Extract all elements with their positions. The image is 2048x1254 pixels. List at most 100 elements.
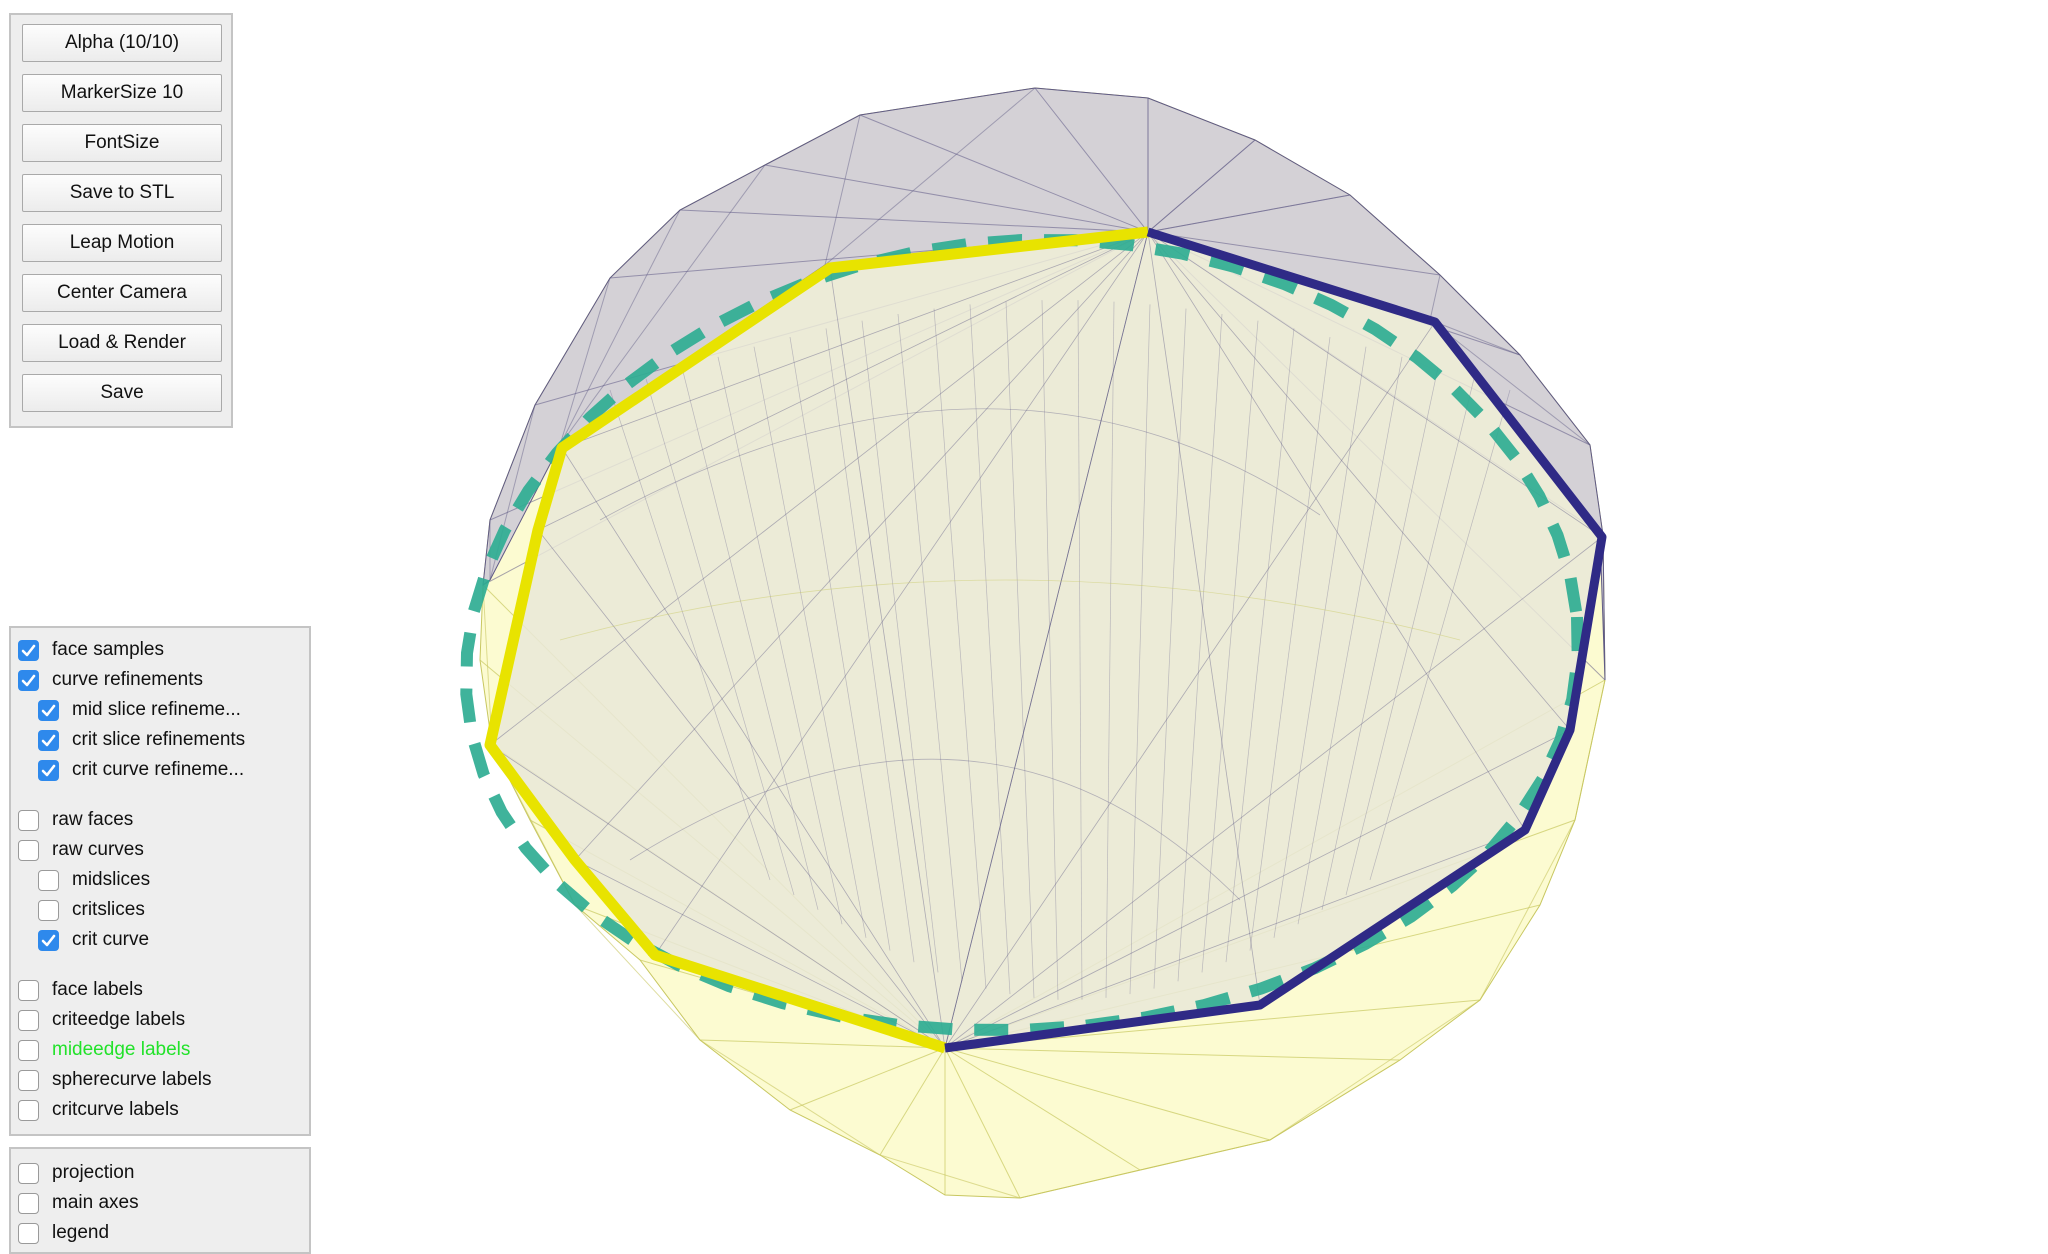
mesh-edge	[574, 231, 1149, 861]
mesh-edge	[825, 328, 915, 963]
critslices-option[interactable]: critslices	[38, 896, 145, 924]
midslices-option[interactable]: midslices	[38, 866, 150, 894]
mid-slice-refinements-option[interactable]: mid slice refineme...	[38, 696, 241, 724]
face-samples-checkbox[interactable]	[18, 639, 39, 661]
curves-layer	[460, 226, 1607, 1054]
save-stl-button[interactable]: Save to STL	[22, 174, 222, 212]
mesh-edge	[824, 87, 1036, 266]
projection-checkbox[interactable]	[18, 1162, 39, 1184]
center-camera-button[interactable]: Center Camera	[22, 274, 222, 312]
mesh-edge	[944, 1047, 1271, 1141]
mesh-edge	[1147, 139, 1256, 233]
mesh-edge	[489, 231, 1149, 746]
midslices-label: midslices	[72, 869, 151, 890]
mesh-edge	[489, 744, 946, 1049]
raw-curves-option[interactable]: raw curves	[18, 836, 144, 864]
mesh-edge	[559, 209, 681, 446]
projection-label: projection	[52, 1162, 135, 1183]
mesh-edge	[559, 164, 766, 446]
mesh-edge	[944, 231, 1149, 1049]
view-options-panel: projection main axes legend	[9, 1147, 311, 1254]
crit-curve-label: crit curve	[72, 929, 150, 950]
raw-faces-label: raw faces	[52, 809, 134, 830]
fontsize-button[interactable]: FontSize	[22, 124, 222, 162]
face-samples-option[interactable]: face samples	[18, 636, 164, 664]
mesh-edge	[1147, 194, 1351, 233]
mesh-edge	[699, 1039, 881, 1156]
mesh-edge	[859, 114, 1149, 233]
criteedge-labels-checkbox[interactable]	[18, 1009, 39, 1031]
mesh-edge	[1269, 999, 1481, 1141]
spherecurve-labels-checkbox[interactable]	[18, 1069, 39, 1091]
crit-curve-refinements-label: crit curve refineme...	[72, 759, 245, 780]
critcurve-labels-option[interactable]: critcurve labels	[18, 1096, 179, 1124]
save-button[interactable]: Save	[22, 374, 222, 412]
raw-faces-option[interactable]: raw faces	[18, 806, 133, 834]
mesh-edge	[789, 1047, 946, 1111]
crit-slice-refinements-option[interactable]: crit slice refinements	[38, 726, 245, 754]
mesh-edge	[1041, 300, 1059, 1000]
crit-curve-refinements-option[interactable]: crit curve refineme...	[38, 756, 244, 784]
raw-faces-checkbox[interactable]	[18, 809, 39, 831]
legend-checkbox[interactable]	[18, 1222, 39, 1244]
mesh-edge	[717, 356, 843, 925]
crit-curve-right	[944, 227, 1607, 1053]
raw-curves-checkbox[interactable]	[18, 839, 39, 861]
critcurve-labels-checkbox[interactable]	[18, 1099, 39, 1121]
mid-slice-refinements-checkbox[interactable]	[38, 699, 59, 721]
load-render-button[interactable]: Load & Render	[22, 324, 222, 362]
mideedge-labels-option[interactable]: mideedge labels	[18, 1036, 190, 1064]
mesh-edge	[559, 277, 611, 446]
mesh-edge	[1005, 301, 1035, 998]
face-labels-option[interactable]: face labels	[18, 976, 143, 1004]
midslices-checkbox[interactable]	[38, 869, 59, 891]
crit-curve-checkbox[interactable]	[38, 929, 59, 951]
mesh-edge	[654, 231, 1149, 956]
spherecurve-labels-option[interactable]: spherecurve labels	[18, 1066, 211, 1094]
markersize-button[interactable]: MarkerSize 10	[22, 74, 222, 112]
curve-refinements-checkbox[interactable]	[18, 669, 39, 691]
mesh-edge	[944, 729, 1571, 1049]
crit-curve-refinements-checkbox[interactable]	[38, 759, 59, 781]
mesh-edge	[1019, 1139, 1271, 1199]
mesh-edge	[944, 829, 1526, 1049]
mesh-edge	[933, 308, 987, 989]
mesh-edge	[1225, 328, 1295, 963]
critslices-checkbox[interactable]	[38, 899, 59, 921]
mesh-edge	[1574, 679, 1606, 821]
crit-curve-option[interactable]: crit curve	[38, 926, 149, 954]
button-panel: Alpha (10/10) MarkerSize 10 FontSize Sav…	[9, 13, 233, 428]
mesh-edge	[944, 536, 1603, 1049]
mesh-edge	[897, 313, 963, 982]
mesh-edge	[764, 164, 1149, 233]
leap-motion-button[interactable]: Leap Motion	[22, 224, 222, 262]
crit-slice-refinements-label: crit slice refinements	[72, 729, 246, 750]
mesh-arc	[599, 408, 1321, 521]
main-axes-checkbox[interactable]	[18, 1192, 39, 1214]
face-labels-checkbox[interactable]	[18, 979, 39, 1001]
face-labels-label: face labels	[52, 979, 143, 1000]
mesh-edge	[1479, 819, 1576, 1001]
mesh-edge	[824, 114, 861, 266]
face-samples-label: face samples	[52, 639, 164, 660]
mideedge-labels-checkbox[interactable]	[18, 1039, 39, 1061]
legend-label: legend	[52, 1222, 110, 1243]
criteedge-labels-option[interactable]: criteedge labels	[18, 1006, 185, 1034]
main-axes-option[interactable]: main axes	[18, 1189, 139, 1217]
mesh-edge	[1345, 378, 1475, 896]
alpha-button[interactable]: Alpha (10/10)	[22, 24, 222, 62]
mesh-edge	[1153, 308, 1187, 989]
mesh-edge	[1105, 301, 1115, 998]
mesh-edge	[969, 304, 1011, 995]
curve-refinements-option[interactable]: curve refinements	[18, 666, 203, 694]
legend-option[interactable]: legend	[18, 1219, 109, 1247]
mesh-edge	[1429, 319, 1521, 356]
critcurve-labels-label: critcurve labels	[52, 1099, 179, 1120]
spherecurve-labels-label: spherecurve labels	[52, 1069, 212, 1090]
mesh-edge	[879, 1154, 1021, 1199]
projection-option[interactable]: projection	[18, 1159, 134, 1187]
mesh-edge	[879, 1047, 946, 1156]
crit-slice-refinements-checkbox[interactable]	[38, 729, 59, 751]
main-axes-label: main axes	[52, 1192, 139, 1213]
